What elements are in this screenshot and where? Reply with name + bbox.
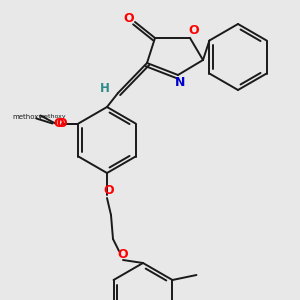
Text: N: N	[175, 76, 185, 89]
Text: O: O	[124, 11, 134, 25]
Text: O: O	[189, 23, 199, 37]
Text: O: O	[104, 184, 114, 197]
Text: H: H	[100, 82, 110, 94]
Text: methoxy: methoxy	[38, 114, 66, 119]
Text: O: O	[56, 117, 67, 130]
Text: O: O	[53, 117, 64, 130]
Text: O: O	[118, 248, 128, 262]
Text: methoxy: methoxy	[12, 115, 43, 121]
